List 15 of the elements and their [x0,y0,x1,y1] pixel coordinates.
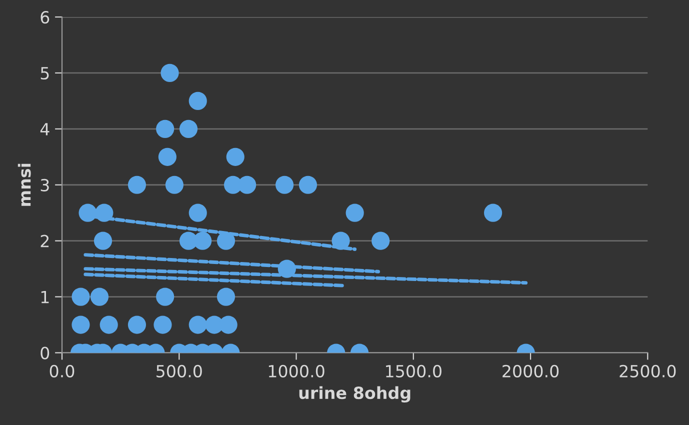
y-tick-label: 0 [40,346,50,360]
x-tick-label: 2000.0 [502,364,559,378]
x-tick-label: 1500.0 [386,364,442,378]
y-tick-label: 1 [41,290,49,304]
x-axis-title: urine 8ohdg [299,386,410,402]
x-tick-label: 2500.0 [620,364,676,378]
y-axis-title: mnsi [18,164,31,206]
x-tick-label: 0.0 [50,364,74,378]
y-tick-label: 6 [40,10,50,24]
y-tick-label: 4 [40,123,50,136]
y-tick-label: 3 [40,178,49,192]
x-tick-label: 500.0 [156,364,202,378]
y-tick-label: 5 [40,67,49,80]
x-tick-label: 1000.0 [268,364,324,378]
y-tick-label: 2 [40,234,49,248]
